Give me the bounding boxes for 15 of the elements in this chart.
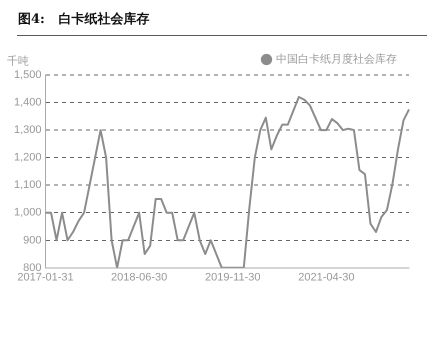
- y-tick-label: 1,300: [14, 124, 42, 136]
- chart-title: 图4: 白卡纸社会库存: [18, 10, 150, 28]
- x-tick-label: 2019-11-30: [205, 271, 260, 284]
- x-tick-label: 2017-01-31: [17, 271, 74, 284]
- y-tick-label: 1,200: [14, 152, 42, 164]
- legend-label: 中国白卡纸月度社会库存: [276, 52, 397, 66]
- y-tick-label: 1,500: [14, 69, 42, 82]
- y-tick-label: 900: [23, 234, 42, 246]
- y-tick-label: 800: [23, 262, 42, 274]
- x-tick-label: 2018-06-30: [111, 271, 168, 284]
- y-axis-title: 千吨: [7, 54, 29, 68]
- x-tick-label: 2021-04-30: [298, 271, 355, 284]
- y-tick-label: 1,100: [14, 179, 42, 192]
- y-tick-label: 1,400: [14, 96, 42, 109]
- y-tick-label: 1,000: [14, 206, 42, 219]
